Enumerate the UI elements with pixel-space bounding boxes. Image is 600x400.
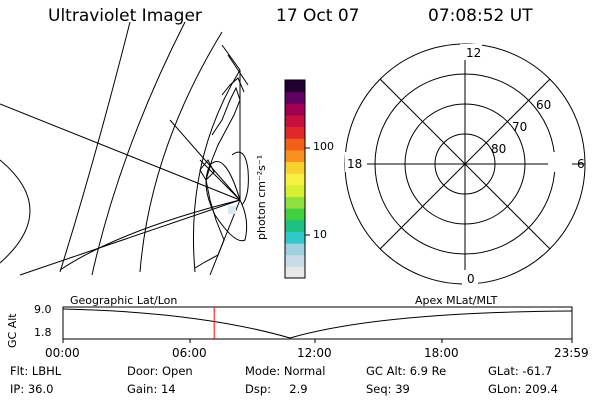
timeline-y-tick-low: 1.8 xyxy=(34,326,52,339)
timeline-x-tick: 00:00 xyxy=(45,346,80,360)
colorbar-segment xyxy=(285,208,305,221)
map-coast-fragment xyxy=(221,44,249,86)
colorbar-segment xyxy=(285,266,305,279)
timeline-x-tick: 18:00 xyxy=(424,346,459,360)
status-gain: Gain: 14 xyxy=(127,382,176,396)
colorbar-segment xyxy=(285,91,305,104)
colorbar-unit-label: photon cm⁻²s⁻¹ xyxy=(255,154,268,240)
status-ip: IP: 36.0 xyxy=(10,382,54,396)
status-seq: Seq: 39 xyxy=(366,382,410,396)
auroral-spot xyxy=(228,206,236,214)
timeline-x-tick: 23:59 xyxy=(554,346,589,360)
colorbar-segment xyxy=(285,126,305,139)
status-mode: Mode: Normal xyxy=(245,364,326,378)
status-gc-alt: GC Alt: 6.9 Re xyxy=(366,364,447,378)
colorbar-frame xyxy=(284,79,306,279)
time-label: 07:08:52 UT xyxy=(428,6,533,26)
geographic-map xyxy=(0,21,249,276)
status-filter: Flt: LBHL xyxy=(10,364,62,378)
timeline-y-tick-high: 9.0 xyxy=(34,303,52,316)
timeline-y-label: GC Alt xyxy=(6,313,19,348)
colorbar-tick-100: 100 xyxy=(313,140,334,153)
timeline-x-tick: 06:00 xyxy=(172,346,207,360)
status-dsp: Dsp: 2.9 xyxy=(245,382,308,396)
status-glon: GLon: 209.4 xyxy=(488,382,558,396)
lat-label-60: 60 xyxy=(536,98,552,112)
timeline-plot xyxy=(62,306,573,343)
mlt-label-0: 0 xyxy=(467,272,475,286)
colorbar-segment xyxy=(285,184,305,197)
timeline-x-tick: 12:00 xyxy=(297,346,332,360)
colorbar-segment xyxy=(285,231,305,244)
colorbar-segment xyxy=(285,254,305,267)
apex-coord-label: Apex MLat/MLT xyxy=(415,294,498,307)
instrument-title: Ultraviolet Imager xyxy=(48,6,202,26)
colorbar-segment xyxy=(285,138,305,151)
geographic-coord-label: Geographic Lat/Lon xyxy=(70,294,178,307)
status-door: Door: Open xyxy=(127,364,193,378)
colorbar-segment xyxy=(285,80,305,93)
mlt-label-12: 12 xyxy=(466,46,482,60)
lat-label-80: 80 xyxy=(491,142,507,156)
date-label: 17 Oct 07 xyxy=(276,6,360,26)
colorbar-tick-10: 10 xyxy=(313,228,327,241)
colorbar-segment xyxy=(285,196,305,209)
colorbar-segment xyxy=(285,114,305,128)
colorbar-segment xyxy=(285,243,305,256)
colorbar-segment xyxy=(285,173,305,186)
mlt-label-6: 6 xyxy=(577,157,585,171)
colorbar-segment xyxy=(285,149,305,163)
lat-label-70: 70 xyxy=(512,120,528,134)
colorbar-segment xyxy=(285,103,305,116)
colorbar-segment xyxy=(285,219,305,232)
colorbar-segment xyxy=(285,161,305,174)
colorbar xyxy=(285,80,305,279)
mlt-label-18: 18 xyxy=(347,157,363,171)
status-glat: GLat: -61.7 xyxy=(488,364,553,378)
